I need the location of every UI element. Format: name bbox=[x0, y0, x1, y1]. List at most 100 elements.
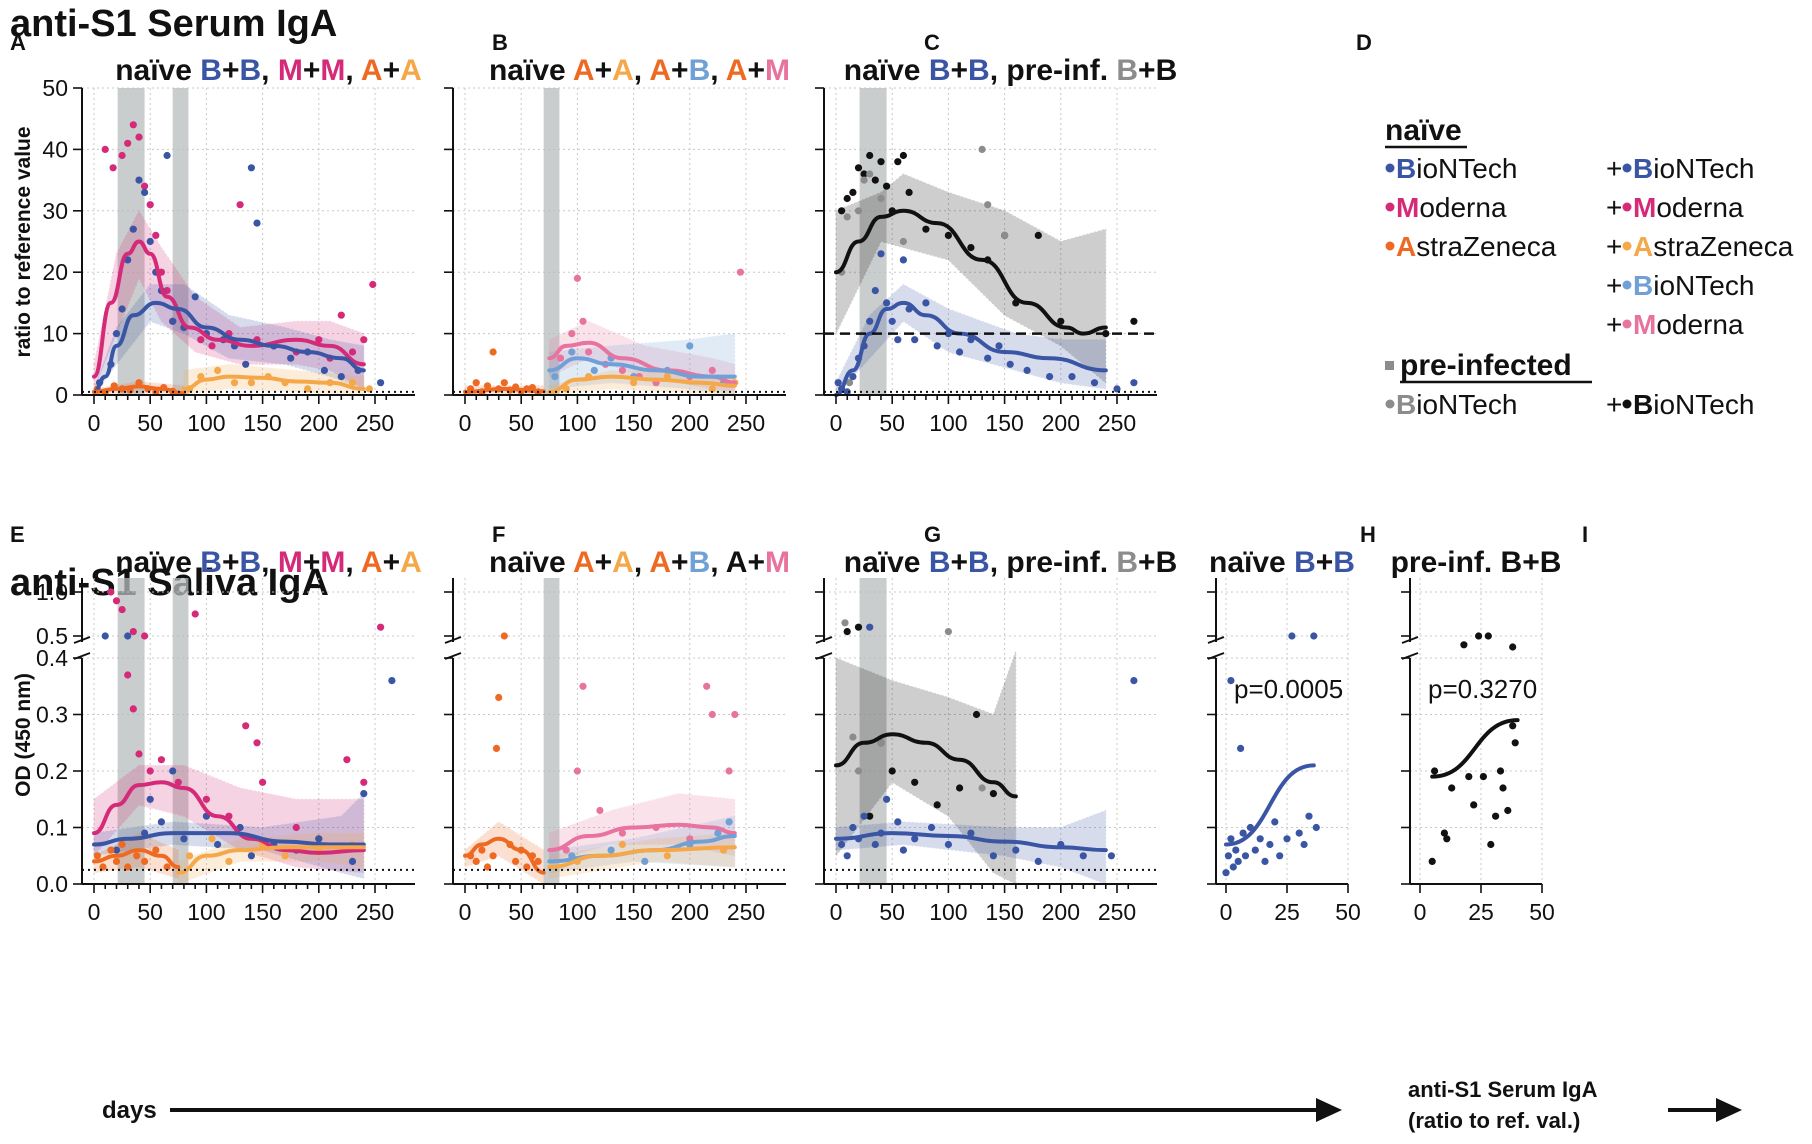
x-tick-label: 250 bbox=[727, 410, 765, 436]
data-point-black bbox=[866, 151, 874, 160]
fit-curve-moderna bbox=[92, 780, 366, 855]
data-point-mod_light bbox=[573, 274, 582, 282]
data-point-biontech bbox=[1256, 835, 1264, 843]
data-point-bnt_light bbox=[551, 373, 559, 381]
data-point-biontech bbox=[883, 299, 891, 307]
data-point-black bbox=[905, 188, 913, 196]
x-tick-label: 50 bbox=[508, 899, 534, 925]
data-point-black bbox=[1443, 835, 1451, 843]
data-point-biontech bbox=[253, 219, 261, 227]
title-segment: + bbox=[383, 54, 401, 87]
legend-label: Moderna bbox=[1633, 309, 1744, 340]
x-tick-label: 200 bbox=[1042, 899, 1080, 925]
data-point-pre_grey bbox=[984, 201, 992, 209]
data-point-az_light bbox=[348, 379, 357, 387]
data-point-biontech bbox=[849, 373, 857, 381]
data-point-biontech bbox=[1283, 835, 1291, 843]
data-point-biontech bbox=[112, 846, 121, 854]
data-point-az_light bbox=[230, 379, 239, 387]
data-point-biontech bbox=[894, 818, 902, 826]
fit-curve-mod_light bbox=[547, 822, 737, 853]
data-point-biontech bbox=[944, 840, 953, 849]
legend-dot bbox=[1622, 202, 1632, 212]
legend-initial: M bbox=[1396, 192, 1419, 223]
legend-plus: + bbox=[1606, 153, 1622, 184]
title-segment: A bbox=[649, 546, 671, 579]
data-point-black bbox=[1431, 767, 1439, 775]
legend-entry: + Moderna bbox=[1606, 192, 1744, 223]
legend-entry: + BioNTech bbox=[1606, 270, 1754, 301]
title-segment: B bbox=[689, 546, 711, 579]
data-point-bnt_light bbox=[590, 366, 598, 374]
data-point-biontech bbox=[894, 336, 902, 344]
data-point-astrazeneca bbox=[534, 857, 542, 866]
title-segment: naïve bbox=[844, 546, 929, 579]
data-point-black bbox=[899, 151, 908, 160]
data-point-biontech bbox=[866, 317, 874, 325]
data-point-astrazeneca bbox=[152, 846, 160, 854]
data-point-moderna bbox=[191, 610, 199, 618]
data-point-moderna bbox=[163, 287, 171, 295]
data-point-biontech bbox=[1227, 677, 1235, 685]
legend-rest: straZeneca bbox=[1653, 231, 1793, 262]
panel-title-B: naïve A+A, A+B, A+M bbox=[489, 54, 790, 87]
data-point-astrazeneca bbox=[124, 863, 132, 871]
title-segment: +B bbox=[1138, 546, 1177, 579]
title-segment: A bbox=[361, 54, 383, 87]
x-tick-label: 150 bbox=[243, 899, 281, 925]
y-axis-title-serum: ratio to reference value bbox=[12, 126, 35, 357]
title-segment: B bbox=[929, 546, 951, 579]
legend-entry: BioNTech bbox=[1385, 389, 1517, 420]
data-point-biontech bbox=[866, 623, 874, 631]
data-point-biontech bbox=[933, 342, 941, 350]
data-point-moderna bbox=[343, 756, 351, 764]
data-point-biontech bbox=[899, 846, 908, 854]
data-point-az_light bbox=[304, 385, 312, 393]
data-point-black bbox=[883, 182, 891, 190]
legend-entry: BioNTech bbox=[1385, 153, 1517, 184]
data-point-moderna bbox=[124, 671, 132, 679]
x-tick-label: 0 bbox=[830, 410, 843, 436]
title-segment: , pre-inf. bbox=[990, 546, 1117, 579]
data-point-moderna bbox=[236, 201, 244, 209]
title-segment: A bbox=[573, 546, 595, 579]
ci-band-bnt_light bbox=[548, 815, 736, 874]
section-title-serum: anti-S1 Serum IgA bbox=[10, 3, 337, 45]
fit-curve-az_light bbox=[547, 845, 737, 869]
data-point-mod_light bbox=[618, 829, 627, 837]
panel-letter-A: A bbox=[10, 30, 26, 55]
panel-title-I: pre-inf. B+B bbox=[1391, 546, 1562, 579]
data-point-biontech bbox=[1310, 632, 1318, 640]
fit-curve-black bbox=[834, 208, 1108, 336]
data-point-astrazeneca bbox=[495, 693, 503, 702]
data-point-mod_light bbox=[731, 710, 739, 719]
data-point-moderna bbox=[208, 342, 216, 350]
data-point-black bbox=[838, 207, 846, 215]
data-point-moderna bbox=[129, 121, 137, 129]
title-segment: B bbox=[239, 54, 261, 87]
data-point-black bbox=[1484, 632, 1492, 640]
title-segment: B bbox=[200, 546, 222, 579]
data-point-biontech bbox=[1113, 385, 1121, 393]
data-point-black bbox=[1509, 722, 1517, 730]
days-arrow-head bbox=[1316, 1098, 1342, 1122]
data-point-biontech bbox=[247, 852, 255, 860]
title-segment: A bbox=[400, 546, 422, 579]
title-segment: B bbox=[200, 54, 222, 87]
legend-entry: AstraZeneca bbox=[1385, 231, 1557, 262]
legend-plus: + bbox=[1606, 389, 1622, 420]
data-point-biontech bbox=[146, 237, 154, 246]
data-point-biontech bbox=[1295, 829, 1303, 837]
data-point-mod_light bbox=[579, 682, 587, 690]
title-segment: B bbox=[1294, 546, 1316, 579]
data-point-astrazeneca bbox=[483, 382, 492, 390]
data-point-black bbox=[860, 170, 868, 178]
data-point-biontech bbox=[1312, 823, 1320, 832]
data-point-az_light bbox=[618, 840, 627, 849]
legend-header-naive: naïve bbox=[1385, 114, 1462, 147]
data-point-moderna bbox=[242, 722, 250, 730]
legend-initial: B bbox=[1633, 389, 1653, 420]
title-segment: B bbox=[1116, 54, 1138, 87]
